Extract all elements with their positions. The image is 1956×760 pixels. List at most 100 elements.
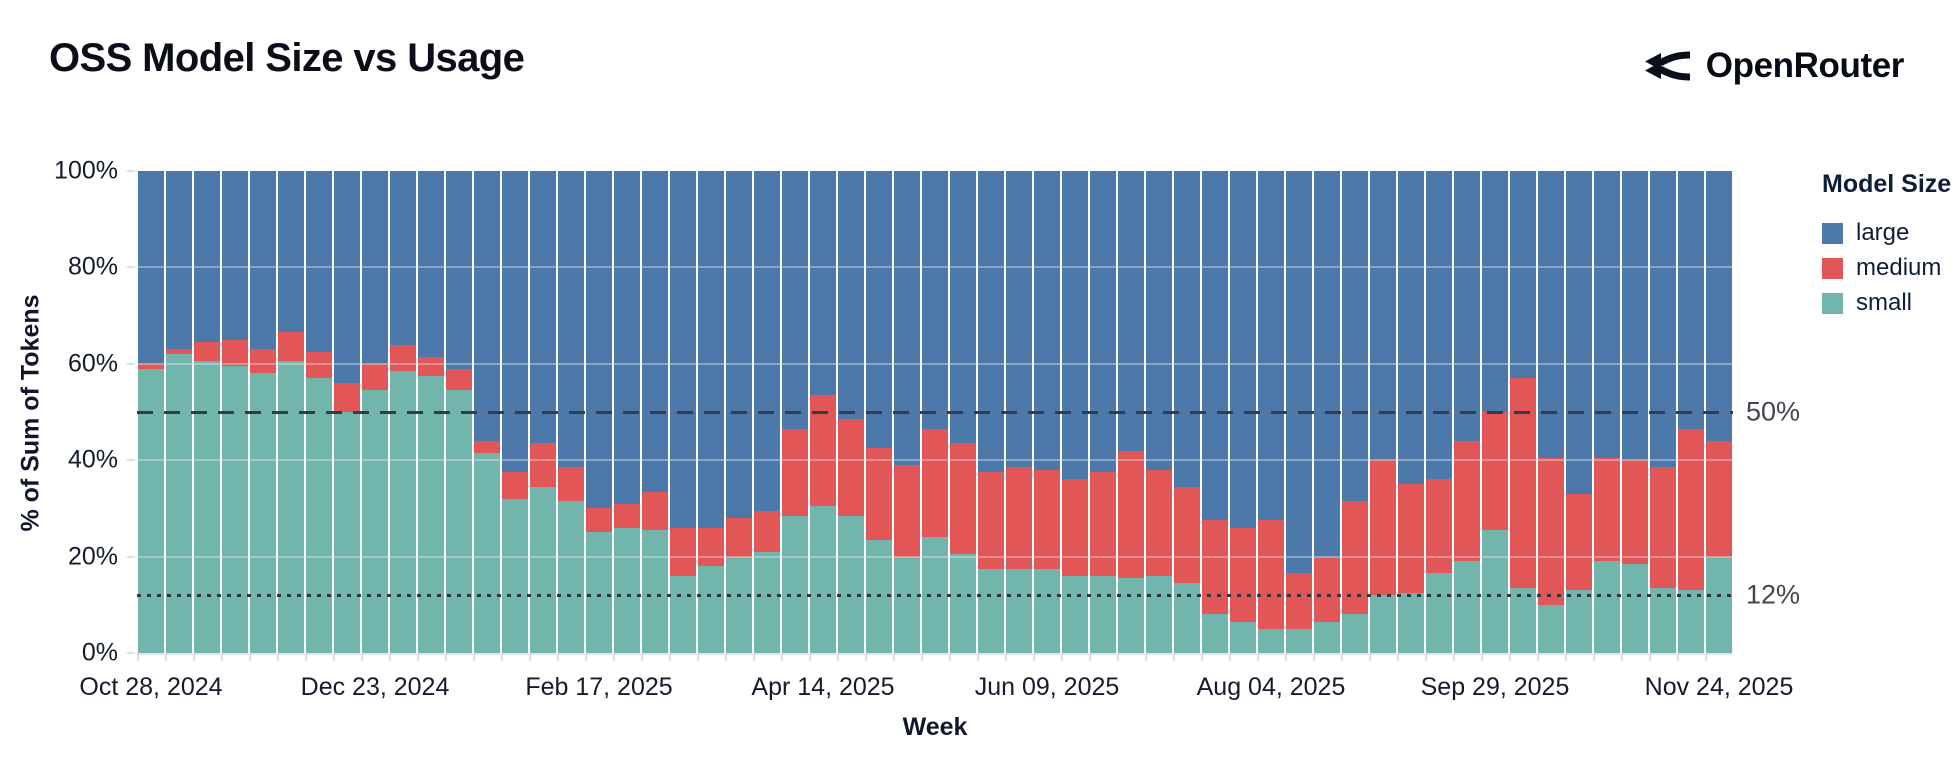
segment-large xyxy=(138,171,164,364)
stacked-bar-week xyxy=(333,171,361,653)
segment-large xyxy=(922,171,948,429)
segment-small xyxy=(838,515,864,653)
segment-small xyxy=(1314,621,1340,653)
segment-small xyxy=(586,532,612,653)
segment-small xyxy=(1286,628,1312,653)
stacked-bar-week xyxy=(1649,171,1677,653)
segment-large xyxy=(1202,171,1228,521)
segment-medium xyxy=(1566,493,1592,591)
brand-name: OpenRouter xyxy=(1705,46,1905,85)
stacked-bar-week xyxy=(165,171,193,653)
segment-small xyxy=(1398,592,1424,653)
segment-small xyxy=(1258,628,1284,653)
segment-small xyxy=(698,566,724,653)
y-axis-tick-mark xyxy=(127,362,135,365)
legend-label-large: large xyxy=(1856,219,1910,246)
segment-small xyxy=(558,501,584,653)
segment-medium xyxy=(586,508,612,533)
segment-small xyxy=(726,556,752,653)
segment-medium xyxy=(1202,520,1228,615)
y-axis-tick-label: 40% xyxy=(67,445,118,474)
x-axis-tick-marks xyxy=(137,653,1733,661)
stacked-bar-week xyxy=(501,171,529,653)
segment-medium xyxy=(474,440,500,453)
segment-small xyxy=(614,527,640,653)
segment-small xyxy=(754,551,780,653)
reference-line-50 xyxy=(137,410,1733,414)
segment-medium xyxy=(306,351,332,379)
stacked-bar-week xyxy=(669,171,697,653)
segment-medium xyxy=(1230,527,1256,622)
segment-large xyxy=(306,171,332,352)
segment-medium xyxy=(138,363,164,369)
segment-large xyxy=(894,171,920,466)
segment-large xyxy=(978,171,1004,473)
gridline-80 xyxy=(137,266,1733,269)
segment-small xyxy=(1202,614,1228,653)
segment-small xyxy=(138,368,164,653)
x-axis-tick-label: Oct 28, 2024 xyxy=(79,673,223,701)
stacked-bar-week xyxy=(137,171,165,653)
x-axis-tick-label: Dec 23, 2024 xyxy=(300,673,450,701)
stacked-bar-week xyxy=(1537,171,1565,653)
segment-medium xyxy=(1146,469,1172,576)
stacked-bar-week xyxy=(1033,171,1061,653)
segment-medium xyxy=(1398,484,1424,593)
stacked-bar-week xyxy=(809,171,837,653)
stacked-bar-week xyxy=(1397,171,1425,653)
stacked-bar-week xyxy=(1257,171,1285,653)
segment-medium xyxy=(922,428,948,538)
stacked-bar-chart: 50% 12% 0% 20% 40% 60% 80% 100% Oct 28, 2024 De… xyxy=(54,157,1800,742)
segment-large xyxy=(334,171,360,384)
stacked-bar-week xyxy=(1593,171,1621,653)
stacked-bar-week xyxy=(585,171,613,653)
segment-medium xyxy=(782,428,808,516)
segment-medium xyxy=(726,518,752,557)
stacked-bar-week xyxy=(613,171,641,653)
segment-large xyxy=(1006,171,1032,468)
reference-line-label-12: 12% xyxy=(1746,579,1801,610)
segment-small xyxy=(418,375,444,653)
legend-swatch-large xyxy=(1822,222,1843,244)
stacked-bar-week xyxy=(473,171,501,653)
segment-large xyxy=(1678,171,1704,429)
stacked-bar-week xyxy=(837,171,865,653)
legend-title: Model Size xyxy=(1822,170,1952,198)
legend-swatch-small xyxy=(1822,292,1843,314)
x-axis-tick-label: Aug 04, 2025 xyxy=(1196,673,1346,701)
segment-small xyxy=(1510,587,1536,653)
segment-small xyxy=(306,378,332,653)
page-title: OSS Model Size vs Usage xyxy=(49,36,525,80)
segment-small xyxy=(1034,568,1060,653)
segment-large xyxy=(1062,171,1088,480)
segment-large xyxy=(474,171,500,441)
openrouter-brand-link[interactable]: OpenRouter xyxy=(1643,42,1904,90)
segment-small xyxy=(1090,575,1116,653)
stacked-bar-week xyxy=(893,171,921,653)
segment-large xyxy=(1146,171,1172,470)
gridline-40 xyxy=(137,459,1733,462)
stacked-bar-week xyxy=(1117,171,1145,653)
segment-small xyxy=(278,361,304,653)
segment-medium xyxy=(250,349,276,374)
segment-medium xyxy=(1286,573,1312,629)
stacked-bar-week xyxy=(1481,171,1509,653)
segment-small xyxy=(1370,595,1396,653)
segment-medium xyxy=(866,448,892,540)
stacked-bar-week xyxy=(1173,171,1201,653)
segment-large xyxy=(530,171,556,444)
legend-swatch-medium xyxy=(1822,257,1843,279)
segment-large xyxy=(1454,171,1480,441)
stacked-bar-week xyxy=(1705,171,1733,653)
stacked-bar-week xyxy=(1201,171,1229,653)
segment-large xyxy=(250,171,276,350)
segment-medium xyxy=(194,342,220,362)
stacked-bar-week xyxy=(1425,171,1453,653)
segment-small xyxy=(166,354,192,653)
y-axis-tick-mark xyxy=(127,266,135,269)
segment-small xyxy=(1230,621,1256,653)
segment-small xyxy=(1594,561,1620,653)
segment-medium xyxy=(1482,412,1508,531)
segment-large xyxy=(418,171,444,357)
segment-medium xyxy=(334,383,360,412)
